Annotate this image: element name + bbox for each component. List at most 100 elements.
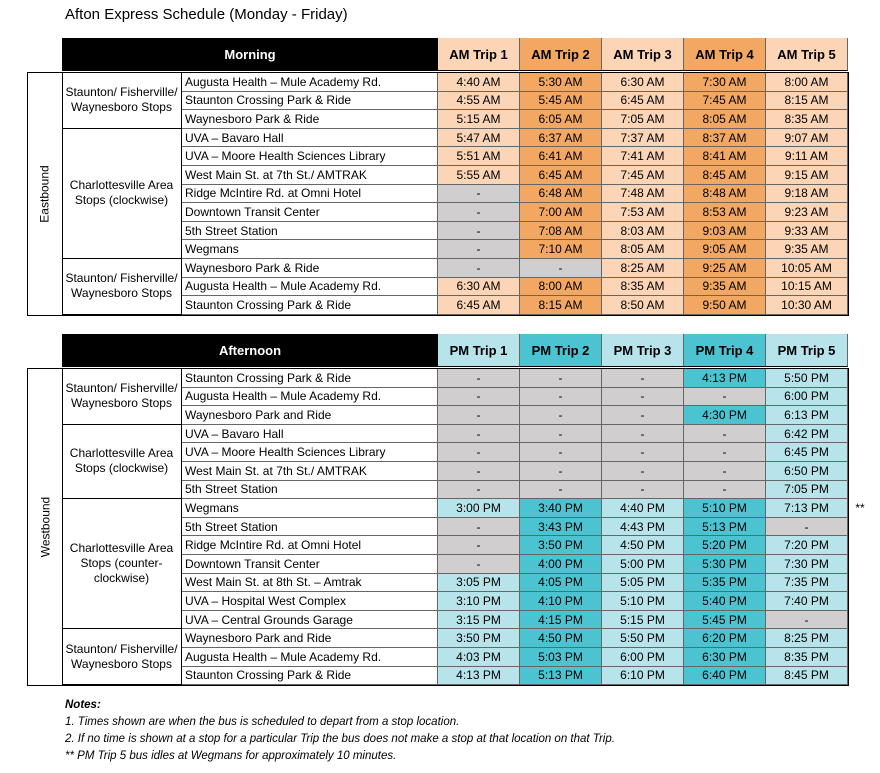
departure-time: -: [438, 517, 520, 537]
stop-group: Staunton/ Fisherville/ Waynesboro Stops: [62, 369, 182, 425]
departure-time: 6:45 AM: [438, 296, 520, 315]
note: 1. Times shown are when the bus is sched…: [65, 716, 460, 728]
direction-label: Westbound: [27, 368, 62, 687]
departure-time: 3:43 PM: [520, 517, 602, 537]
departure-time: 9:05 AM: [684, 240, 766, 259]
departure-time: 7:37 AM: [602, 128, 684, 148]
departure-time: 7:48 AM: [602, 184, 684, 204]
note: 2. If no time is shown at a stop for a p…: [65, 733, 615, 745]
departure-time: -: [438, 184, 520, 204]
departure-time: 9:25 AM: [684, 259, 766, 278]
departure-time: -: [438, 240, 520, 259]
departure-time: 8:45 AM: [684, 166, 766, 185]
departure-time: 4:05 PM: [520, 573, 602, 593]
departure-time: -: [438, 259, 520, 278]
departure-time: 4:13 PM: [684, 369, 766, 388]
departure-time: 7:08 AM: [520, 221, 602, 241]
stop-name: UVA – Moore Health Sciences Library: [182, 443, 438, 462]
departure-time: 3:00 PM: [438, 499, 520, 518]
departure-time: 8:53 AM: [684, 203, 766, 222]
departure-time: -: [520, 259, 602, 278]
departure-time: -: [520, 443, 602, 462]
departure-time: 4:00 PM: [520, 555, 602, 574]
departure-time: 8:00 AM: [766, 73, 848, 92]
departure-time: 5:30 AM: [520, 73, 602, 92]
departure-time: 6:13 PM: [766, 406, 848, 425]
departure-time: -: [602, 369, 684, 388]
departure-time: -: [438, 480, 520, 500]
departure-time: -: [602, 387, 684, 407]
departure-time: 7:30 PM: [766, 555, 848, 574]
departure-time: 3:50 PM: [520, 536, 602, 555]
departure-time: 10:15 AM: [766, 277, 848, 297]
departure-time: 4:50 PM: [602, 536, 684, 555]
departure-time: -: [684, 387, 766, 407]
departure-time: 5:03 PM: [520, 648, 602, 667]
departure-time: 8:50 AM: [602, 296, 684, 315]
departure-time: -: [520, 480, 602, 500]
trip-header: AM Trip 3: [602, 38, 684, 71]
departure-time: -: [520, 406, 602, 425]
departure-time: 9:23 AM: [766, 203, 848, 222]
stop-group: Staunton/ Fisherville/ Waynesboro Stops: [62, 73, 182, 129]
departure-time: 7:41 AM: [602, 147, 684, 166]
note: ** PM Trip 5 bus idles at Wegmans for ap…: [65, 750, 397, 762]
departure-time: 5:50 PM: [766, 369, 848, 388]
departure-time: 8:25 AM: [602, 259, 684, 278]
stop-name: Waynesboro Park & Ride: [182, 259, 438, 278]
departure-time: 3:40 PM: [520, 499, 602, 518]
departure-time: -: [438, 462, 520, 481]
departure-time: 5:10 PM: [684, 499, 766, 518]
departure-time: 6:00 PM: [766, 387, 848, 407]
departure-time: 6:48 AM: [520, 184, 602, 204]
departure-time: -: [684, 424, 766, 444]
departure-time: 7:35 PM: [766, 573, 848, 593]
departure-time: 3:50 PM: [438, 629, 520, 648]
trip-header: PM Trip 3: [602, 334, 684, 367]
departure-time: 4:55 AM: [438, 91, 520, 111]
stop-group: Charlottesville Area Stops (clockwise): [62, 424, 182, 500]
departure-time: 6:42 PM: [766, 424, 848, 444]
departure-time: -: [438, 536, 520, 555]
departure-time: -: [520, 462, 602, 481]
section-header: Afternoon: [62, 334, 438, 367]
stop-name: Augusta Health – Mule Academy Rd.: [182, 387, 438, 407]
stop-name: Staunton Crossing Park & Ride: [182, 296, 438, 315]
departure-time: -: [602, 443, 684, 462]
departure-time: 9:11 AM: [766, 147, 848, 166]
departure-time: 3:05 PM: [438, 573, 520, 593]
departure-time: -: [684, 480, 766, 500]
departure-time: -: [438, 387, 520, 407]
departure-time: 9:15 AM: [766, 166, 848, 185]
stop-name: 5th Street Station: [182, 517, 438, 537]
departure-time: 7:00 AM: [520, 203, 602, 222]
departure-time: 6:45 AM: [602, 91, 684, 111]
stop-name: West Main St. at 7th St./ AMTRAK: [182, 166, 438, 185]
departure-time: 4:10 PM: [520, 592, 602, 611]
stop-name: UVA – Moore Health Sciences Library: [182, 147, 438, 166]
departure-time: 5:45 AM: [520, 91, 602, 111]
departure-time: -: [438, 555, 520, 574]
stop-name: Augusta Health – Mule Academy Rd.: [182, 73, 438, 92]
title: Afton Express Schedule (Monday - Friday): [65, 6, 348, 23]
stop-name: Augusta Health – Mule Academy Rd.: [182, 648, 438, 667]
stop-name: Downtown Transit Center: [182, 555, 438, 574]
stop-name: Staunton Crossing Park & Ride: [182, 369, 438, 388]
departure-time: 8:35 PM: [766, 648, 848, 667]
departure-time: 7:45 AM: [684, 91, 766, 111]
trip-header: AM Trip 1: [438, 38, 520, 71]
departure-time: -: [766, 517, 848, 537]
departure-time: 4:03 PM: [438, 648, 520, 667]
stop-name: Staunton Crossing Park & Ride: [182, 666, 438, 686]
stop-name: UVA – Bavaro Hall: [182, 424, 438, 444]
stop-name: West Main St. at 7th St./ AMTRAK: [182, 462, 438, 481]
departure-time: 4:40 AM: [438, 73, 520, 92]
departure-time: 8:00 AM: [520, 277, 602, 297]
stop-group: Staunton/ Fisherville/ Waynesboro Stops: [62, 259, 182, 315]
departure-time: 5:15 PM: [602, 610, 684, 630]
departure-time: 5:51 AM: [438, 147, 520, 166]
departure-time: 3:15 PM: [438, 610, 520, 630]
departure-time: 8:35 AM: [602, 277, 684, 297]
stop-name: UVA – Hospital West Complex: [182, 592, 438, 611]
departure-time: 10:05 AM: [766, 259, 848, 278]
